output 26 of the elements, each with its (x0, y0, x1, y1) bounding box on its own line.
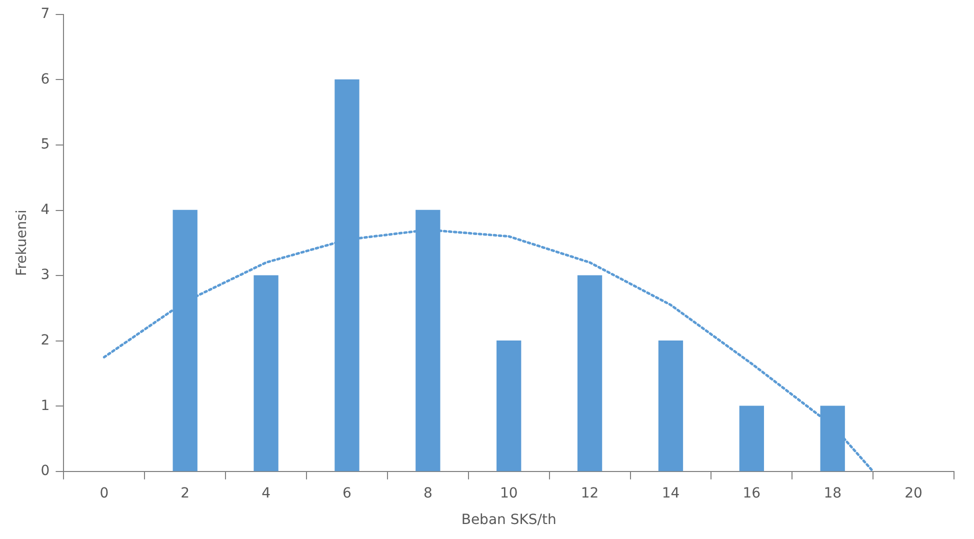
x-tick-label: 0 (100, 485, 109, 502)
x-tick-label: 8 (423, 485, 432, 502)
y-tick-label: 0 (40, 463, 50, 480)
bar (739, 406, 764, 472)
x-tick-label: 16 (742, 485, 761, 502)
bar (577, 275, 602, 472)
x-tick-label: 20 (904, 485, 922, 502)
x-tick-label: 18 (824, 485, 842, 502)
y-tick-label: 6 (40, 71, 50, 88)
y-axis-title: Frekuensi (14, 210, 30, 276)
y-tick-label: 3 (40, 267, 50, 284)
y-tick-label: 4 (40, 202, 50, 218)
y-tick-label: 7 (40, 6, 50, 22)
x-tick-label: 6 (342, 485, 352, 502)
x-tick-label: 4 (262, 485, 271, 502)
y-tick-label: 1 (40, 398, 50, 414)
bar (254, 275, 278, 472)
y-tick-label: 2 (40, 332, 50, 348)
x-tick-label: 2 (180, 485, 190, 502)
bar (496, 340, 522, 472)
x-axis-title: Beban SKS/th (461, 512, 556, 528)
x-tick-label: 14 (662, 485, 680, 502)
y-tick-label: 5 (40, 136, 50, 153)
x-tick-label: 10 (500, 485, 518, 502)
x-tick-label: 12 (580, 485, 599, 502)
bar (658, 340, 684, 472)
